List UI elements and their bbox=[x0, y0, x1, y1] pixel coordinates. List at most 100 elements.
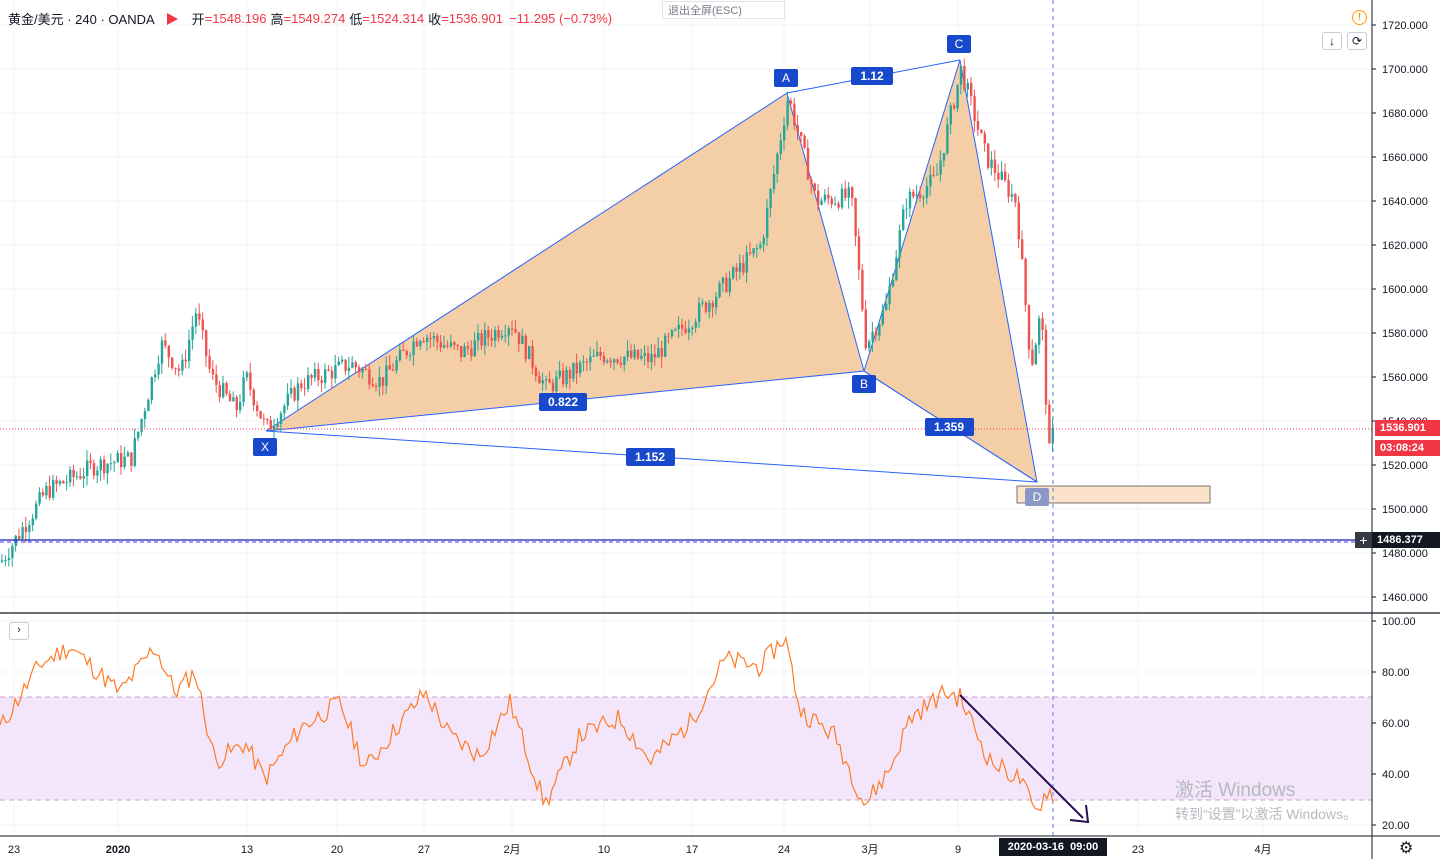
refresh-icon[interactable]: ⟳ bbox=[1347, 32, 1367, 50]
candle-body bbox=[878, 324, 881, 336]
candle-body bbox=[460, 346, 463, 358]
candle-body bbox=[694, 322, 697, 328]
candle-body bbox=[517, 332, 521, 344]
candle-body bbox=[4, 559, 7, 561]
candle-body bbox=[908, 191, 912, 209]
add-crosshair-icon[interactable]: + bbox=[1355, 532, 1372, 548]
download-arrow-icon[interactable]: ↓ bbox=[1322, 32, 1342, 50]
candle-body bbox=[507, 328, 510, 336]
time-tick-label: 4月 bbox=[1254, 844, 1271, 856]
candle-body bbox=[436, 335, 439, 342]
candle-body bbox=[290, 387, 293, 394]
candle-body bbox=[140, 418, 143, 432]
candle-body bbox=[796, 125, 799, 133]
candle-body bbox=[313, 368, 317, 378]
candle-body bbox=[653, 354, 657, 358]
candle-body bbox=[96, 470, 99, 476]
candle-body bbox=[218, 384, 221, 398]
candle-body bbox=[89, 460, 92, 464]
svg-text:1.359: 1.359 bbox=[934, 420, 964, 434]
candle-body bbox=[922, 197, 925, 199]
candle-body bbox=[497, 330, 500, 338]
candle-body bbox=[500, 335, 504, 338]
candle-body bbox=[840, 188, 844, 208]
harmonic-pattern[interactable] bbox=[265, 59, 1038, 484]
candle-body bbox=[983, 133, 986, 144]
candle-body bbox=[861, 269, 864, 310]
candle-body bbox=[793, 103, 796, 126]
rsi-tick-label: 20.00 bbox=[1382, 820, 1410, 832]
candle-body bbox=[483, 330, 487, 346]
low-value: =1524.314 bbox=[362, 11, 425, 26]
candle-body bbox=[45, 485, 48, 496]
candle-body bbox=[358, 367, 361, 373]
candle-body bbox=[276, 424, 279, 427]
candle-body bbox=[963, 65, 966, 90]
candle-body bbox=[473, 340, 476, 357]
candle-body bbox=[388, 365, 391, 370]
candle-body bbox=[184, 359, 187, 362]
candle-body bbox=[262, 418, 266, 420]
high-label: 高 bbox=[270, 12, 284, 27]
price-tick-label: 1680.000 bbox=[1382, 108, 1428, 120]
candle-body bbox=[341, 359, 344, 362]
candle-body bbox=[371, 384, 374, 387]
candle-body bbox=[361, 369, 364, 373]
price-axis[interactable]: 1720.000 1700.000 1680.000 1660.000 1640.000… bbox=[1372, 20, 1428, 604]
time-tick-label: 27 bbox=[418, 844, 430, 856]
candle-body bbox=[582, 361, 585, 363]
rsi-axis[interactable]: 100.00 80.00 60.00 40.00 20.00 bbox=[1372, 616, 1416, 832]
time-tick-label: 10 bbox=[598, 844, 610, 856]
candle-body bbox=[344, 359, 347, 372]
rsi-collapse-icon[interactable]: › bbox=[9, 622, 29, 640]
candle-body bbox=[817, 190, 820, 205]
candle-body bbox=[762, 237, 765, 245]
exit-fullscreen-button[interactable]: 退出全屏(ESC) bbox=[662, 1, 785, 19]
candle-body bbox=[755, 248, 759, 250]
time-tick-label: 2020 bbox=[106, 844, 130, 856]
candle-body bbox=[86, 460, 89, 477]
candle-body bbox=[194, 313, 198, 327]
candle-body bbox=[959, 65, 963, 85]
candle-body bbox=[75, 476, 79, 478]
candle-body bbox=[806, 147, 810, 180]
time-tick-label: 17 bbox=[686, 844, 698, 856]
candle-body bbox=[31, 518, 34, 526]
rsi-trend-arrow[interactable] bbox=[959, 694, 1084, 819]
candle-body bbox=[103, 459, 106, 474]
candle-body bbox=[636, 349, 640, 359]
candle-body bbox=[167, 345, 170, 358]
target-zone[interactable] bbox=[1016, 485, 1211, 504]
candle-body bbox=[385, 365, 388, 386]
candle-body bbox=[810, 179, 813, 184]
ratio-bcd-label: 1.359 bbox=[925, 418, 974, 436]
candle-body bbox=[997, 172, 1000, 180]
svg-text:B: B bbox=[860, 377, 868, 391]
candle-body bbox=[232, 397, 235, 402]
candle-body bbox=[613, 359, 616, 363]
ratio-xad-label: 1.152 bbox=[626, 448, 675, 466]
time-axis[interactable]: 23 2020 13 20 27 2月 10 17 24 3月 9 23 4月 bbox=[8, 844, 1272, 856]
candle-body bbox=[745, 252, 748, 273]
candle-body bbox=[126, 452, 130, 457]
candle-body bbox=[585, 361, 589, 363]
candle-body bbox=[1048, 404, 1051, 444]
candle-body bbox=[704, 302, 708, 312]
settings-icon[interactable]: ⚙ bbox=[1399, 840, 1414, 857]
warning-icon[interactable]: ! bbox=[1352, 10, 1367, 25]
candle-body bbox=[534, 367, 538, 377]
candle-body bbox=[130, 452, 133, 466]
candle-body bbox=[980, 129, 983, 134]
candle-body bbox=[609, 360, 612, 363]
candle-body bbox=[939, 160, 942, 175]
candle-body bbox=[150, 377, 153, 401]
candle-body bbox=[208, 356, 211, 369]
symbol-title[interactable]: 黄金/美元 · 240 · OANDA bbox=[8, 12, 155, 27]
candle-body bbox=[82, 476, 85, 479]
candle-body bbox=[1024, 258, 1027, 306]
candle-body bbox=[851, 187, 854, 199]
candle-body bbox=[538, 376, 541, 384]
candle-body bbox=[449, 342, 453, 347]
candle-body bbox=[572, 362, 575, 379]
